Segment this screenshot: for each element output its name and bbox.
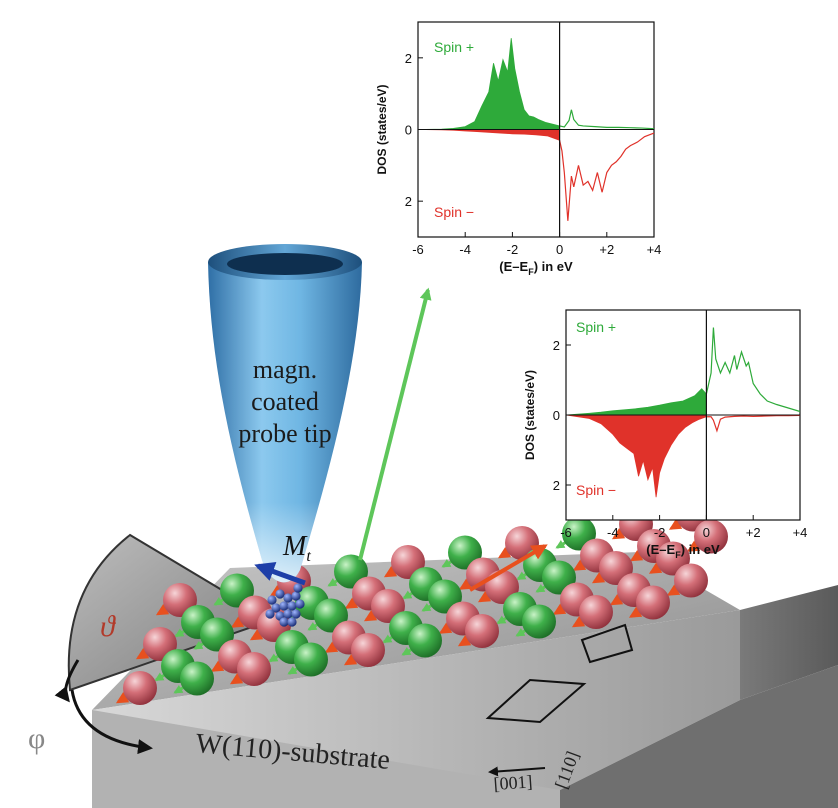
x-tick-label: -4 xyxy=(459,242,471,257)
tip-fade xyxy=(208,262,362,583)
spin-down-filled-area xyxy=(417,129,560,141)
tip-atom xyxy=(291,591,301,601)
tip-atom xyxy=(283,609,293,619)
phi-label: φ xyxy=(28,722,45,755)
tip-moment-label: Mt xyxy=(282,531,311,565)
direction-001-label: [001] xyxy=(493,771,533,794)
x-tick-label: +4 xyxy=(647,242,662,257)
tip-atom xyxy=(265,609,275,619)
phi-arc xyxy=(70,689,153,755)
probe-tip: magn. coated probe tip Mt xyxy=(208,244,362,627)
y-axis-label: DOS (states/eV) xyxy=(375,84,389,174)
substrate-side-face xyxy=(740,585,838,700)
tip-atom xyxy=(283,593,293,603)
tip-atom xyxy=(295,599,305,609)
dos-chart-surface: -6 -4 -2 0 +2 +4 2 0 2 DOS (states/eV) (E–EF) in e… xyxy=(523,309,808,560)
direction-001-arrow xyxy=(488,766,546,777)
tip-label-line3: probe tip xyxy=(238,419,331,448)
x-tick-label: -2 xyxy=(507,242,519,257)
substrate-front-lower xyxy=(92,710,560,808)
spin-down-line xyxy=(706,414,801,433)
spin-down-line xyxy=(559,132,655,221)
spin-up-filled-area xyxy=(565,388,707,416)
tip-moment-arrow xyxy=(254,562,306,586)
x-axis-label: (E–EF) in eV xyxy=(646,542,720,560)
substrate-side-lower xyxy=(560,665,838,808)
x-tick-label: +2 xyxy=(599,242,614,257)
y-tick-label: 2 xyxy=(553,478,560,493)
legend-spin-down: Spin − xyxy=(576,482,616,498)
legend-spin-up: Spin + xyxy=(576,319,616,335)
tip-atom xyxy=(291,609,301,619)
tip-atom xyxy=(279,617,289,627)
y-axis-label: DOS (states/eV) xyxy=(523,370,537,460)
tip-atom xyxy=(287,601,297,611)
x-tick-label: +4 xyxy=(793,525,808,540)
y-tick-label: 2 xyxy=(553,338,560,353)
atom-red xyxy=(694,519,728,554)
atom-green xyxy=(522,604,556,639)
atom-red xyxy=(636,585,670,620)
tip-atom xyxy=(287,617,297,627)
atom-red xyxy=(579,595,613,629)
atom-red xyxy=(237,652,271,686)
spin-up-line xyxy=(559,109,655,130)
tip-atom xyxy=(293,583,303,593)
x-tick-label: -2 xyxy=(654,525,666,540)
tip-atom xyxy=(267,595,277,605)
tip-hollow xyxy=(227,253,343,275)
tip-atom xyxy=(271,603,281,613)
tip-label-line1: magn. xyxy=(253,355,317,384)
tip-atom xyxy=(279,601,289,611)
x-tick-label: -4 xyxy=(607,525,619,540)
x-tick-label: +2 xyxy=(746,525,761,540)
theta-label: ϑ xyxy=(100,610,117,643)
x-tick-label: -6 xyxy=(412,242,424,257)
y-tick-label: 0 xyxy=(553,408,560,423)
atom-red xyxy=(674,563,708,598)
surface-magnetization-arrow xyxy=(468,544,548,592)
spin-up-line xyxy=(705,327,801,413)
tip-atom-cluster xyxy=(265,583,305,627)
atom-green xyxy=(294,642,328,677)
x-tick-label: 0 xyxy=(703,525,710,540)
x-axis-label: (E–EF) in eV xyxy=(499,259,573,277)
spin-down-filled-area xyxy=(565,414,707,498)
y-tick-label: 2 xyxy=(405,194,412,209)
unit-cell-outline-diamond xyxy=(485,678,587,724)
tip-label-line2: coated xyxy=(251,387,319,416)
phi-arc-left xyxy=(54,659,80,703)
atom-green xyxy=(180,661,214,696)
atom-red xyxy=(123,671,157,705)
y-tick-label: 2 xyxy=(405,51,412,66)
tunneling-beam-arrow xyxy=(358,287,432,561)
dos-chart-tip: -6 -4 -2 0 +2 +4 2 0 2 DOS (states/eV) (E–EF) in e… xyxy=(375,21,662,277)
y-tick-label: 0 xyxy=(405,123,412,138)
tip-atom xyxy=(275,589,285,599)
x-tick-label: 0 xyxy=(556,242,563,257)
atom-lattice xyxy=(115,497,728,705)
unit-cell-outline-square xyxy=(580,623,634,664)
atom-red xyxy=(351,633,385,667)
spin-up-filled-area xyxy=(417,38,560,130)
x-tick-label: -6 xyxy=(560,525,572,540)
atom-red xyxy=(465,614,499,648)
legend-spin-down: Spin − xyxy=(434,204,474,220)
legend-spin-up: Spin + xyxy=(434,39,474,55)
atom-green xyxy=(408,623,442,658)
